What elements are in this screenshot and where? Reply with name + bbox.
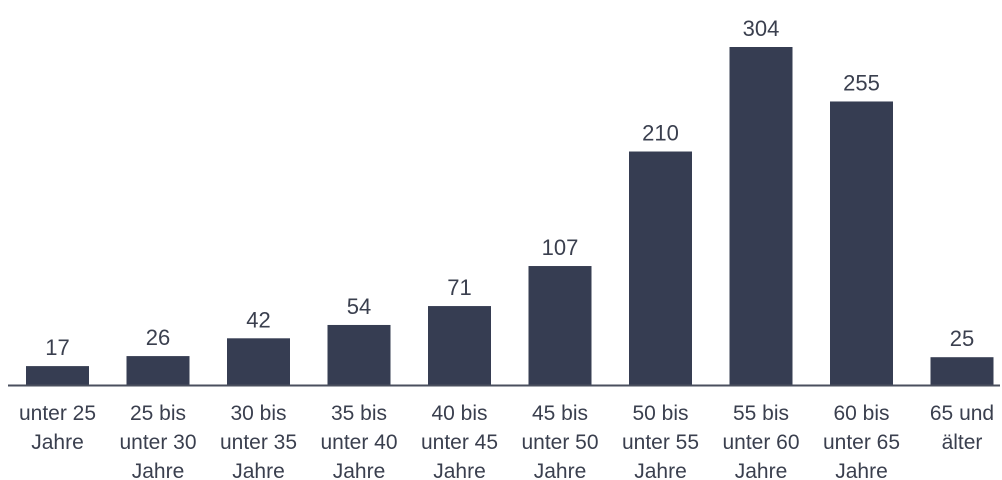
- bar-7: [729, 47, 793, 385]
- category-label-9-line-1: älter: [942, 431, 983, 454]
- category-label-2: 30 bis unter 35 Jahre: [220, 402, 297, 480]
- category-label-0-line-0: unter 25: [19, 402, 96, 425]
- value-label-8: 255: [843, 70, 880, 95]
- category-label-1: 25 bis unter 30 Jahre: [119, 402, 196, 480]
- category-label-0-line-1: Jahre: [31, 431, 84, 454]
- category-label-6: 50 bis unter 55 Jahre: [622, 402, 699, 480]
- category-label-8-line-2: Jahre: [835, 460, 888, 480]
- category-label-1-line-0: 25 bis: [130, 402, 186, 425]
- category-label-1-line-2: Jahre: [132, 460, 185, 480]
- value-label-6: 210: [642, 121, 679, 146]
- category-label-5-line-2: Jahre: [534, 460, 587, 480]
- bar-9: [930, 357, 994, 385]
- category-label-3-line-0: 35 bis: [331, 402, 387, 425]
- bars-layer: [26, 47, 994, 385]
- category-label-7-line-1: unter 60: [722, 431, 799, 454]
- category-label-6-line-0: 50 bis: [632, 402, 688, 425]
- category-label-9-line-0: 65 und: [930, 402, 994, 425]
- bar-4: [428, 306, 491, 385]
- bar-3: [327, 324, 391, 385]
- category-label-7: 55 bis unter 60 Jahre: [722, 402, 799, 480]
- category-label-6-line-2: Jahre: [634, 460, 687, 480]
- value-labels-layer: 17 26 42 54 71 107 210 304 255 25: [45, 16, 974, 360]
- category-label-2-line-2: Jahre: [232, 460, 285, 480]
- category-label-4-line-1: unter 45: [421, 431, 498, 454]
- category-label-8-line-0: 60 bis: [833, 402, 889, 425]
- value-label-3: 54: [347, 294, 371, 319]
- value-label-1: 26: [146, 325, 170, 350]
- category-label-1-line-1: unter 30: [119, 431, 196, 454]
- category-label-3-line-1: unter 40: [320, 431, 397, 454]
- category-label-7-line-0: 55 bis: [733, 402, 789, 425]
- bar-6: [629, 151, 692, 385]
- category-label-5-line-1: unter 50: [521, 431, 598, 454]
- category-label-0: unter 25 Jahre: [19, 402, 96, 454]
- value-label-4: 71: [447, 275, 471, 300]
- category-label-4-line-2: Jahre: [433, 460, 486, 480]
- category-label-9: 65 und älter: [930, 402, 994, 454]
- category-labels-layer: unter 25 Jahre 25 bis unter 30 Jahre 30 bis un…: [19, 402, 994, 480]
- value-label-5: 107: [542, 235, 579, 260]
- bar-8: [830, 101, 893, 385]
- value-label-2: 42: [246, 307, 270, 332]
- bar-0: [26, 366, 89, 385]
- value-label-7: 304: [743, 16, 780, 41]
- category-label-4: 40 bis unter 45 Jahre: [421, 402, 498, 480]
- category-label-8: 60 bis unter 65 Jahre: [823, 402, 900, 480]
- category-label-5: 45 bis unter 50 Jahre: [521, 402, 598, 480]
- category-label-7-line-2: Jahre: [735, 460, 788, 480]
- category-label-5-line-0: 45 bis: [532, 402, 588, 425]
- category-label-4-line-0: 40 bis: [431, 402, 487, 425]
- category-label-3-line-2: Jahre: [333, 460, 386, 480]
- value-label-0: 17: [45, 335, 69, 360]
- category-label-2-line-1: unter 35: [220, 431, 297, 454]
- category-label-3: 35 bis unter 40 Jahre: [320, 402, 397, 480]
- category-label-8-line-1: unter 65: [823, 431, 900, 454]
- value-label-9: 25: [950, 326, 974, 351]
- category-label-2-line-0: 30 bis: [230, 402, 286, 425]
- bar-5: [528, 266, 592, 385]
- bar-1: [126, 356, 190, 385]
- bar-2: [227, 338, 290, 385]
- category-label-6-line-1: unter 55: [622, 431, 699, 454]
